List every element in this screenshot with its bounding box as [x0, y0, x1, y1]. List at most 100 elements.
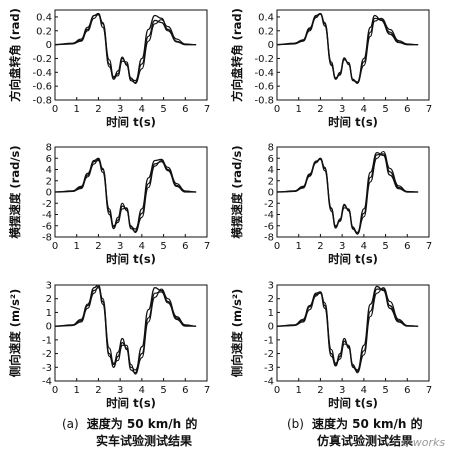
y-tick-label: -6	[264, 221, 274, 232]
x-tick-label: 7	[426, 104, 432, 115]
y-tick-label: 0.4	[258, 12, 274, 23]
chart-panel-b-3: 0 1 2 3 4 5 6 7 3 2 1 0 -1 -2 -3 -4 时间 t(s) 侧向速度 (m/s²)	[230, 281, 432, 411]
y-tick-label: 2	[268, 294, 274, 305]
chart-panel-b-1: 0 1 2 3 4 5 6 7 0.4 0.2 0 -0.2 -0.4 -0.6 -0.8 时间 t(s) 方向…	[230, 8, 432, 129]
x-tick-label: 4	[139, 104, 145, 115]
x-tick-label: 0	[274, 104, 280, 115]
plot-frame	[54, 284, 208, 382]
y-axis-label: 横摆速度 (rad/s)	[230, 145, 244, 238]
x-tick-label: 7	[204, 385, 210, 396]
series-line-1	[54, 284, 197, 374]
caption-a-tag: (a)	[62, 417, 79, 431]
y-tick-label: 6	[46, 154, 52, 165]
x-tick-label: 4	[361, 241, 367, 252]
y-tick-label: -0.6	[254, 82, 274, 93]
x-tick-label: 4	[139, 241, 145, 252]
x-axis-label: 时间 t(s)	[106, 396, 156, 410]
x-tick-label: 5	[160, 385, 166, 396]
y-tick-label: 0	[268, 188, 274, 199]
x-tick-label: 7	[204, 104, 210, 115]
y-tick-label: 3	[268, 281, 274, 292]
y-tick-label: 0	[46, 322, 52, 333]
y-tick-label: 0	[268, 322, 274, 333]
x-tick-label: 5	[160, 104, 166, 115]
x-tick-label: 7	[426, 241, 432, 252]
y-tick-label: -4	[264, 377, 274, 388]
y-tick-label: 3	[46, 281, 52, 292]
y-tick-label: -1	[42, 335, 52, 346]
y-tick-label: 2	[46, 294, 52, 305]
y-tick-label: -4	[42, 377, 52, 388]
series-line-2	[276, 13, 419, 83]
y-tick-label: -3	[264, 363, 274, 374]
x-axis-label: 时间 t(s)	[106, 115, 156, 129]
y-tick-label: -0.6	[32, 82, 52, 93]
x-tick-label: 3	[117, 104, 123, 115]
y-axis-label: 方向盘转角 (rad)	[8, 8, 22, 102]
y-tick-label: 1	[46, 308, 52, 319]
series-line-2	[276, 153, 419, 234]
x-axis-label: 时间 t(s)	[106, 252, 156, 266]
plot-frame	[276, 284, 430, 382]
y-tick-label: 4	[46, 165, 52, 176]
y-tick-label: 0	[268, 40, 274, 51]
x-tick-label: 2	[95, 385, 101, 396]
x-tick-label: 0	[274, 241, 280, 252]
x-tick-label: 1	[296, 241, 302, 252]
x-tick-label: 6	[404, 104, 410, 115]
caption-b-tag: (b)	[287, 417, 304, 431]
x-tick-label: 4	[361, 385, 367, 396]
y-tick-label: -2	[264, 199, 274, 210]
y-tick-label: -1	[264, 335, 274, 346]
plot-frame	[276, 9, 430, 101]
y-tick-label: 0	[46, 40, 52, 51]
x-tick-label: 0	[52, 104, 58, 115]
series-line-2	[54, 287, 197, 371]
series-line-1	[276, 285, 419, 373]
series-line-2	[54, 159, 197, 230]
caption-b-line1: 速度为 50 km/h 的	[311, 417, 423, 431]
y-tick-label: -0.2	[254, 54, 274, 65]
y-tick-label: -8	[42, 233, 52, 244]
y-tick-label: 8	[46, 143, 52, 154]
y-tick-label: -0.8	[32, 96, 52, 107]
series-line-2	[276, 288, 419, 371]
y-tick-label: 0.2	[258, 26, 274, 37]
chart-panel-a-1: 0 1 2 3 4 5 6 7 0.4 0.2 0 -0.2 -0.4 -0.6 -0.8 时间 t(s) 方向…	[8, 8, 210, 129]
x-tick-label: 0	[52, 241, 58, 252]
y-axis-label: 方向盘转角 (rad)	[230, 8, 244, 102]
x-tick-label: 5	[382, 385, 388, 396]
y-tick-label: -4	[264, 210, 274, 221]
x-tick-label: 1	[74, 241, 80, 252]
y-tick-label: 8	[268, 143, 274, 154]
x-tick-label: 5	[382, 241, 388, 252]
series-line-3	[54, 285, 197, 375]
x-tick-label: 6	[182, 385, 188, 396]
x-tick-label: 5	[160, 241, 166, 252]
series-line-3	[54, 158, 197, 234]
y-tick-label: 2	[268, 176, 274, 187]
y-tick-label: 1	[268, 308, 274, 319]
series-line-3	[276, 150, 419, 235]
series-line-1	[54, 12, 197, 84]
x-tick-label: 2	[95, 241, 101, 252]
y-tick-label: 0	[46, 188, 52, 199]
x-tick-label: 1	[74, 104, 80, 115]
x-tick-label: 1	[296, 385, 302, 396]
x-tick-label: 6	[404, 385, 410, 396]
watermark: e-works	[402, 436, 446, 449]
x-tick-label: 6	[182, 241, 188, 252]
y-tick-label: -2	[264, 349, 274, 360]
x-tick-label: 6	[182, 104, 188, 115]
series-line-3	[54, 13, 197, 84]
y-tick-label: 4	[268, 165, 274, 176]
x-tick-label: 3	[339, 241, 345, 252]
y-tick-label: 2	[46, 176, 52, 187]
x-tick-label: 2	[317, 385, 323, 396]
x-tick-label: 2	[317, 241, 323, 252]
x-tick-label: 3	[117, 385, 123, 396]
x-axis-label: 时间 t(s)	[328, 252, 378, 266]
y-tick-label: -3	[42, 363, 52, 374]
